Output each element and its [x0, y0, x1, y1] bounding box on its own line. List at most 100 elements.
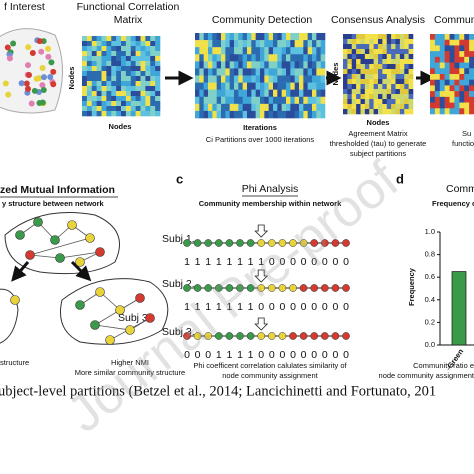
- digit: 1: [216, 256, 222, 268]
- matrix-cell: [356, 39, 361, 45]
- matrix-cell: [121, 86, 127, 92]
- pointer-arrow: [254, 269, 269, 283]
- matrix-cell: [464, 45, 470, 52]
- digit: 1: [226, 256, 232, 268]
- matrix-cell: [386, 69, 392, 75]
- matrix-cell: [208, 61, 213, 69]
- matrix-cell: [101, 111, 107, 117]
- matrix-cell: [299, 96, 304, 105]
- row-node: [225, 284, 234, 292]
- matrix-cell: [212, 47, 217, 55]
- matrix-cell: [312, 82, 317, 90]
- matrix-cell: [106, 66, 112, 72]
- matrix-cell: [212, 103, 217, 112]
- row-node: [236, 239, 244, 247]
- matrix-cell: [229, 103, 235, 112]
- matrix-cell: [260, 89, 265, 98]
- matrix-cell: [203, 54, 209, 62]
- matrix-cell: [86, 101, 93, 107]
- brain-node: [5, 91, 12, 98]
- matrix-cell: [369, 59, 374, 65]
- matrix-cell: [351, 39, 357, 45]
- matrix-cell: [91, 51, 97, 57]
- digit: 0: [290, 301, 296, 313]
- matrix-cell: [434, 56, 441, 63]
- matrix-cell: [439, 45, 445, 52]
- matrix-cell: [391, 49, 396, 55]
- matrix-cell: [351, 99, 357, 105]
- matrix-cell: [286, 47, 291, 55]
- matrix-cell: [373, 49, 379, 55]
- matrix-cell: [369, 79, 374, 85]
- matrix-cell: [373, 64, 379, 70]
- matrix-cell: [373, 74, 379, 80]
- matrix-cell: [111, 86, 117, 92]
- matrix-cell: [430, 68, 436, 75]
- matrix-cell: [86, 66, 93, 72]
- row-node: [278, 284, 287, 292]
- matrix-cell: [469, 51, 474, 58]
- matrix-cell: [459, 68, 465, 75]
- row-node: [267, 239, 276, 247]
- matrix-cell: [360, 74, 366, 80]
- matrix-cell: [408, 84, 414, 90]
- matrix-cell: [378, 109, 383, 115]
- matrix-cell: [247, 68, 252, 76]
- matrix-cell: [404, 94, 409, 100]
- matrix-cell: [212, 75, 217, 83]
- digit: 1: [216, 301, 222, 313]
- matrix-cell: [343, 74, 348, 80]
- matrix-cell: [399, 69, 405, 75]
- matrix-cell: [155, 86, 161, 92]
- matrix-cell: [247, 40, 252, 48]
- matrix-cell: [382, 109, 388, 115]
- matrix-cell: [125, 81, 132, 87]
- matrix-cell: [399, 49, 405, 55]
- matrix-cell: [464, 39, 470, 46]
- matrix-cell: [312, 96, 317, 105]
- matrix-cell: [434, 34, 441, 41]
- matrix-cell: [464, 85, 470, 92]
- matrix-cell: [242, 68, 248, 76]
- matrix-cell: [260, 47, 265, 55]
- matrix-cell: [125, 71, 132, 77]
- caption: Phi coefficent correlation calulates sim…: [193, 361, 347, 370]
- digit: 0: [184, 349, 190, 361]
- matrix-cell: [101, 91, 107, 97]
- matrix-cell: [343, 54, 348, 60]
- brain-node: [33, 75, 40, 82]
- matrix-cell: [91, 106, 97, 112]
- matrix-cell: [454, 62, 460, 69]
- matrix-cell: [234, 75, 239, 83]
- matrix-cell: [155, 51, 161, 57]
- matrix-cell: [121, 111, 127, 117]
- matrix-cell: [347, 39, 353, 45]
- matrix-cell: [459, 56, 465, 63]
- panel-title: Phi Analysis: [242, 183, 299, 195]
- matrix-cell: [155, 76, 161, 82]
- matrix-cell: [360, 79, 366, 85]
- matrix-cell: [408, 59, 414, 65]
- matrix-cell: [399, 84, 405, 90]
- matrix-cell: [303, 89, 308, 98]
- matrix-cell: [140, 76, 146, 82]
- matrix-cell: [439, 39, 445, 46]
- matrix-cell: [395, 49, 401, 55]
- matrix-cell: [386, 49, 392, 55]
- matrix-cell: [199, 110, 204, 119]
- matrix-cell: [96, 36, 102, 42]
- matrix-cell: [281, 40, 287, 48]
- caption: Su: [462, 129, 471, 138]
- matrix-cell: [343, 69, 348, 75]
- matrix-cell: [242, 40, 248, 48]
- bar: [451, 271, 467, 346]
- row-node: [236, 284, 244, 292]
- matrix-cell: [234, 89, 239, 98]
- matrix-cell: [96, 96, 102, 102]
- matrix-cell: [281, 82, 287, 90]
- digit: 1: [195, 256, 201, 268]
- matrix-cell: [444, 34, 450, 41]
- matrix-cell: [116, 51, 122, 57]
- matrix-cell: [238, 47, 243, 55]
- digit: 0: [258, 301, 264, 313]
